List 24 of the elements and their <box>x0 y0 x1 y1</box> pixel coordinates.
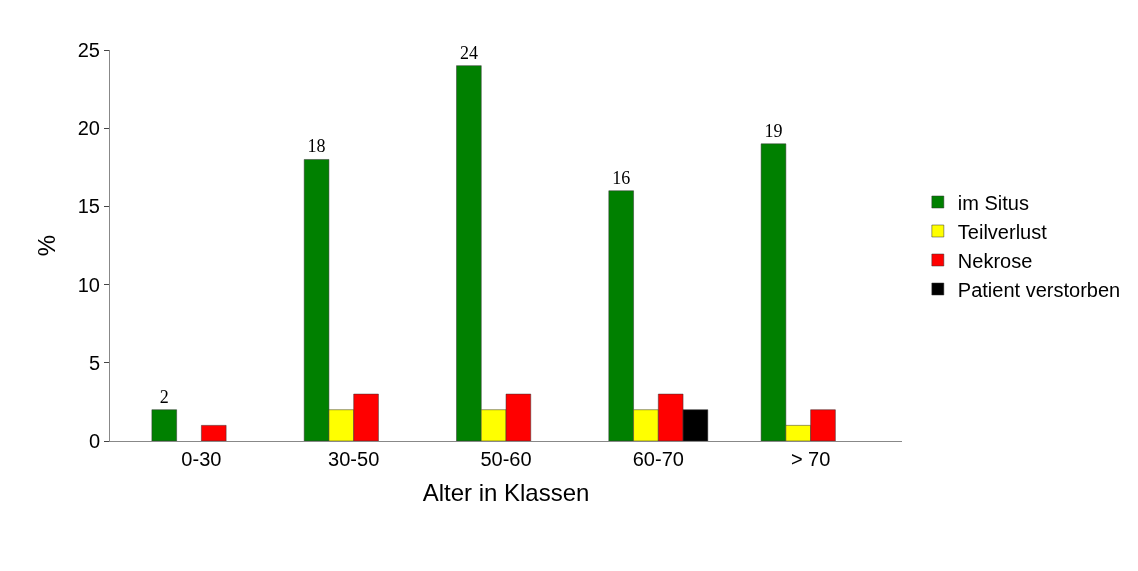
legend-label: im Situs <box>957 191 1029 214</box>
x-tick-label: 0-30 <box>181 448 222 470</box>
x-tick-label: > 70 <box>790 448 831 470</box>
data-label: 18 <box>307 136 326 157</box>
y-tick-label: 15 <box>77 195 100 218</box>
data-label: 2 <box>159 386 169 407</box>
legend-label: Patient verstorben <box>957 278 1121 301</box>
y-tick-label: 5 <box>88 351 100 374</box>
x-axis-title: Alter in Klassen <box>422 479 590 507</box>
data-label: 16 <box>612 167 631 188</box>
x-tick-label: 50-60 <box>480 448 532 470</box>
y-tick-label: 20 <box>77 117 100 140</box>
y-axis-title: % <box>32 234 60 257</box>
data-label: 19 <box>764 120 783 141</box>
x-tick-label: 30-50 <box>328 448 380 470</box>
legend-label: Teilverlust <box>957 220 1048 243</box>
data-label: 24 <box>459 42 478 63</box>
legend-label: Nekrose <box>957 249 1033 272</box>
y-tick-label: 10 <box>77 273 100 296</box>
y-tick-label: 0 <box>88 430 100 452</box>
x-tick-label: 60-70 <box>632 448 684 470</box>
bar <box>151 409 177 441</box>
bar <box>201 425 227 441</box>
y-tick-label: 25 <box>77 39 100 61</box>
